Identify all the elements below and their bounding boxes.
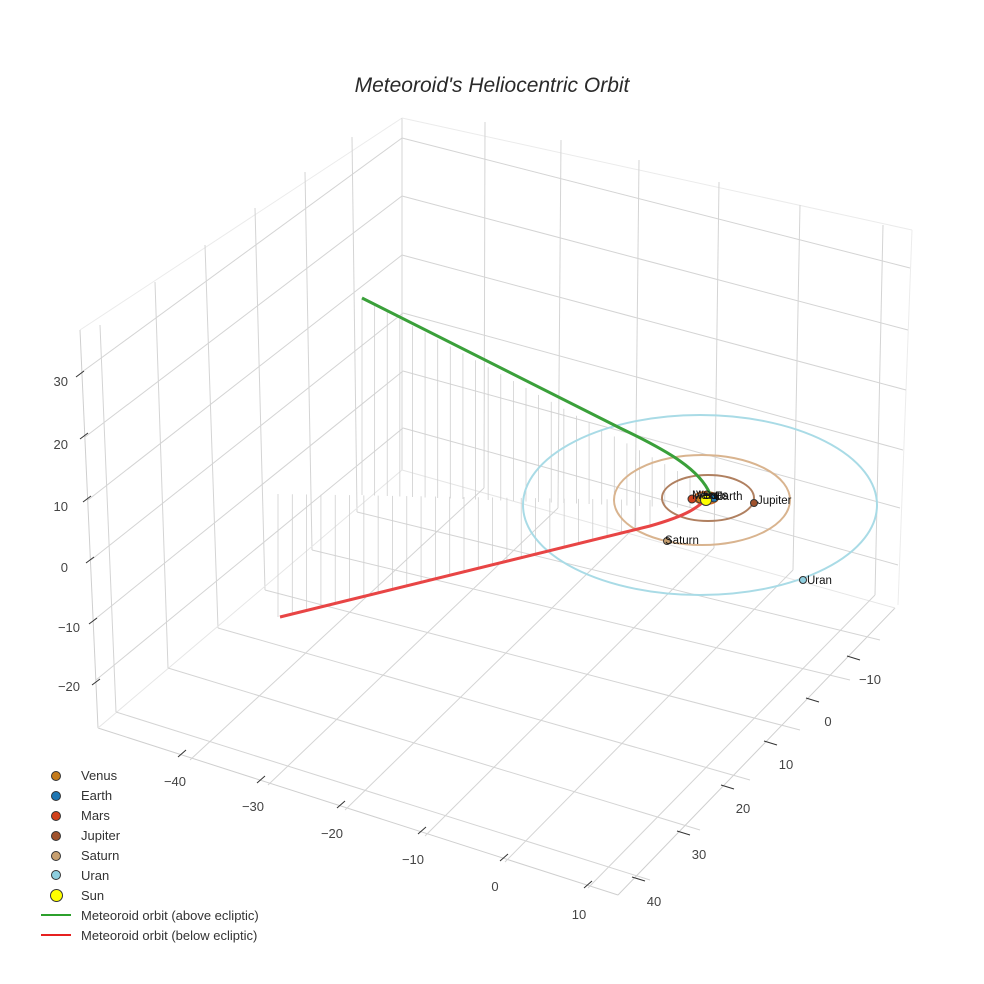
y-tick: 0 [824, 714, 831, 729]
venus-label: Venus [696, 490, 728, 502]
z-tick: −20 [58, 679, 80, 694]
planet-labels: Mars Venus Sun Earth Jupiter Saturn Uran [665, 490, 832, 587]
z-tick-labels: 30 20 10 0 −10 −20 [54, 374, 80, 694]
jupiter-orbit [661, 474, 755, 522]
legend-label: Mars [81, 808, 110, 824]
legend-label: Sun [81, 887, 105, 903]
uran-label: Uran [807, 575, 832, 587]
x-tick: 10 [572, 907, 586, 922]
floor-grid [97, 469, 896, 896]
y-tick-labels: −10 0 10 20 30 40 [647, 672, 881, 909]
x-tick: 0 [491, 879, 498, 894]
meteoroid-orbit-above[interactable] [361, 296, 712, 495]
saturn-dot-icon [51, 850, 61, 861]
y-axis [631, 655, 861, 882]
legend-label: Saturn [81, 848, 120, 863]
legend-item-uran[interactable]: Uran [36, 865, 259, 885]
legend-item-orbit-above[interactable]: Meteoroid orbit (above ecliptic) [36, 905, 259, 925]
venus-dot-icon [51, 770, 61, 781]
x-tick-labels: −40 −30 −20 −10 0 10 [164, 774, 586, 922]
x-tick: −30 [242, 799, 264, 814]
jupiter-label: Jupiter [757, 495, 792, 507]
sun-marker[interactable] [700, 494, 712, 506]
jupiter-dot-icon [51, 830, 61, 841]
sun-dot-icon [49, 888, 63, 902]
legend-item-venus[interactable]: Venus [36, 766, 259, 786]
saturn-orbit [613, 454, 791, 546]
legend-label: Uran [81, 867, 110, 883]
legend: Venus Earth Mars Jupiter Saturn Uran Sun… [36, 766, 259, 945]
planet-markers [663, 493, 807, 584]
legend-item-mars[interactable]: Mars [36, 806, 259, 826]
uran-marker[interactable] [799, 576, 807, 584]
uran-dot-icon [51, 870, 61, 881]
legend-item-earth[interactable]: Earth [36, 786, 259, 806]
y-tick: 10 [779, 757, 793, 772]
drop-lines [277, 298, 691, 617]
legend-label: Venus [81, 768, 118, 784]
red-line-icon [41, 934, 71, 937]
legend-label: Meteoroid orbit (above ecliptic) [81, 907, 259, 923]
legend-item-saturn[interactable]: Saturn [36, 846, 259, 866]
saturn-label: Saturn [665, 535, 699, 547]
right-wall-grid [401, 117, 913, 606]
y-tick: 20 [736, 801, 750, 816]
x-tick: −10 [402, 852, 424, 867]
z-axis [75, 370, 101, 686]
jupiter-marker[interactable] [750, 499, 758, 507]
meteoroid-orbit-below[interactable] [279, 493, 712, 619]
z-tick: 0 [61, 560, 68, 575]
legend-label: Jupiter [81, 828, 121, 844]
z-tick: −10 [58, 620, 80, 635]
mars-dot-icon [51, 810, 61, 821]
sun-label: Sun [703, 490, 723, 502]
uran-orbit [522, 414, 878, 596]
saturn-marker[interactable] [663, 537, 671, 545]
legend-item-jupiter[interactable]: Jupiter [36, 826, 259, 846]
y-tick: 30 [692, 847, 706, 862]
x-tick: −40 [164, 774, 186, 789]
x-axis [177, 749, 593, 889]
z-tick: 20 [54, 437, 68, 452]
legend-item-sun[interactable]: Sun [36, 885, 259, 905]
legend-item-orbit-below[interactable]: Meteoroid orbit (below ecliptic) [36, 925, 259, 945]
x-tick: −20 [321, 826, 343, 841]
mars-label: Mars [692, 490, 718, 502]
green-line-icon [41, 914, 71, 917]
earth-label: Earth [715, 491, 743, 503]
earth-dot-icon [51, 790, 61, 801]
left-wall-grid [79, 117, 404, 729]
chart-title: Meteoroid's Heliocentric Orbit [354, 74, 630, 97]
planet-orbits [522, 414, 878, 596]
z-tick: 10 [54, 499, 68, 514]
y-tick: 40 [647, 894, 661, 909]
y-tick: −10 [859, 672, 881, 687]
legend-label: Meteoroid orbit (below ecliptic) [81, 927, 258, 943]
legend-label: Earth [81, 788, 113, 804]
z-tick: 30 [54, 374, 68, 389]
